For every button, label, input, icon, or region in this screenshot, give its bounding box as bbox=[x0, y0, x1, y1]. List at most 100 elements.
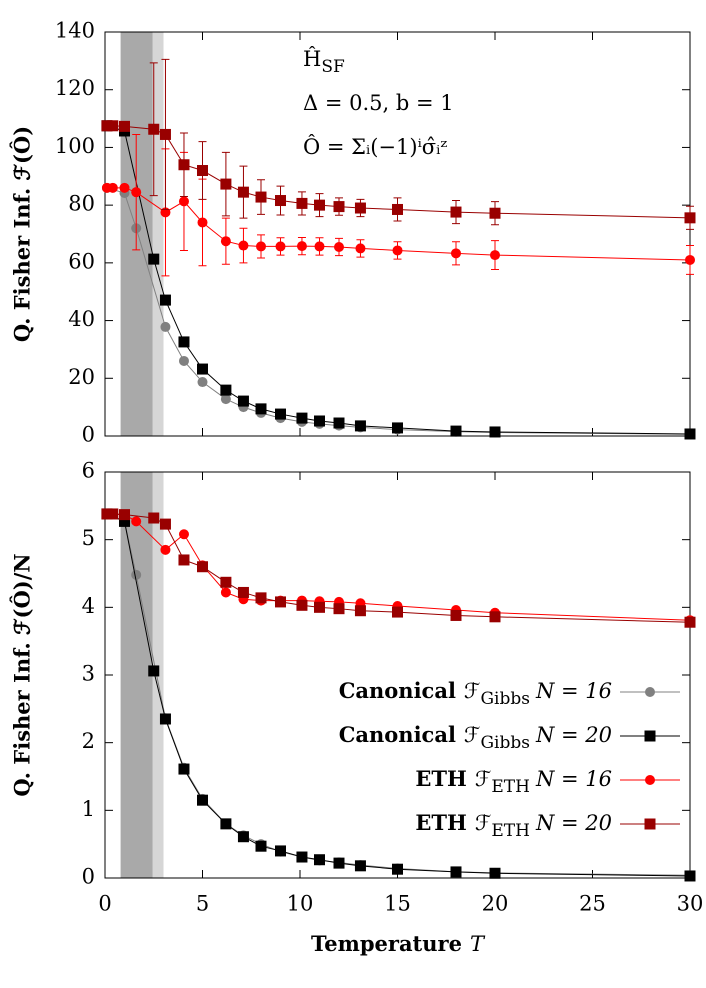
marker bbox=[314, 415, 325, 427]
marker bbox=[237, 586, 249, 598]
marker bbox=[685, 254, 695, 265]
series bbox=[101, 133, 695, 277]
marker bbox=[220, 178, 232, 190]
y-tick-label: 3 bbox=[82, 662, 95, 686]
marker bbox=[450, 609, 462, 621]
marker bbox=[314, 241, 325, 252]
marker bbox=[314, 601, 325, 613]
marker bbox=[489, 426, 501, 438]
y-tick-label: 140 bbox=[55, 19, 95, 43]
marker bbox=[101, 120, 113, 132]
marker bbox=[101, 508, 113, 520]
y-tick-label: 0 bbox=[82, 865, 95, 889]
annotation-text: Δ = 0.5, b = 1 bbox=[303, 91, 454, 115]
marker bbox=[197, 217, 208, 228]
y-tick-label: 120 bbox=[55, 76, 95, 100]
marker bbox=[314, 199, 325, 211]
legend-estimator: ℱ bbox=[475, 767, 492, 791]
legend-estimator: ℱ bbox=[464, 723, 481, 747]
y-tick-label: 0 bbox=[82, 423, 95, 447]
marker bbox=[275, 241, 286, 252]
annotation: Δ = 0.5, b = 1 bbox=[303, 91, 454, 115]
legend-estimator-sub: ETH bbox=[491, 821, 530, 841]
legend-name: Canonical bbox=[339, 722, 456, 747]
marker bbox=[160, 544, 171, 555]
legend-name: Canonical bbox=[339, 678, 456, 703]
marker bbox=[220, 384, 232, 396]
series-line bbox=[106, 125, 691, 435]
marker bbox=[197, 165, 208, 177]
marker bbox=[296, 599, 308, 611]
series-line bbox=[106, 513, 691, 877]
marker bbox=[119, 182, 130, 193]
marker bbox=[392, 606, 403, 618]
marker bbox=[220, 236, 231, 247]
y-tick-label: 20 bbox=[68, 365, 95, 389]
marker bbox=[296, 851, 308, 863]
marker bbox=[197, 377, 208, 388]
marker bbox=[220, 576, 232, 588]
y-tick-label: 1 bbox=[82, 797, 95, 821]
marker bbox=[178, 763, 190, 775]
y-tick-label: 40 bbox=[68, 307, 95, 331]
y-tick-label: 60 bbox=[68, 249, 95, 273]
marker bbox=[354, 860, 366, 872]
marker bbox=[220, 394, 231, 405]
marker bbox=[333, 201, 345, 213]
legend-estimator: ℱ bbox=[464, 679, 481, 703]
legend-marker bbox=[645, 687, 655, 697]
marker bbox=[255, 403, 267, 415]
series-line bbox=[106, 513, 691, 876]
series bbox=[101, 58, 696, 230]
legend-marker bbox=[644, 818, 656, 830]
marker bbox=[159, 294, 171, 306]
legend-label: Canonical ℱGibbs N = 16 bbox=[339, 678, 612, 709]
x-tick-label: 30 bbox=[677, 892, 704, 916]
marker bbox=[178, 355, 189, 366]
marker bbox=[275, 408, 286, 420]
x-tick-label: 5 bbox=[196, 892, 209, 916]
marker bbox=[684, 616, 696, 628]
marker bbox=[392, 422, 403, 434]
marker bbox=[178, 196, 189, 207]
marker bbox=[119, 509, 130, 521]
marker bbox=[107, 182, 118, 193]
y-tick-label: 6 bbox=[82, 459, 95, 483]
marker bbox=[296, 412, 308, 424]
series bbox=[101, 120, 696, 440]
marker bbox=[333, 417, 345, 429]
marker bbox=[160, 321, 171, 332]
marker bbox=[333, 857, 345, 869]
marker bbox=[451, 248, 461, 259]
marker bbox=[159, 128, 171, 140]
marker bbox=[220, 587, 231, 598]
marker bbox=[275, 596, 286, 608]
marker bbox=[684, 212, 696, 224]
legend-label: ETH ℱETH N = 16 bbox=[415, 766, 612, 797]
y-tick-label: 5 bbox=[82, 526, 95, 550]
legend-size: N = 16 bbox=[535, 679, 612, 703]
marker bbox=[255, 191, 267, 203]
annotation-text: Ô = Σᵢ(−1)ⁱσ̂ᵢᶻ bbox=[303, 134, 447, 159]
marker bbox=[275, 845, 286, 857]
marker bbox=[314, 854, 325, 866]
marker bbox=[334, 241, 344, 252]
marker bbox=[392, 203, 403, 215]
marker bbox=[490, 250, 500, 261]
legend-size: N = 20 bbox=[535, 723, 612, 747]
y-axis-label: Q. Fisher Inf. ℱ(Ô) bbox=[10, 126, 35, 342]
legend-size: N = 20 bbox=[535, 811, 612, 835]
x-tick-label: 25 bbox=[579, 892, 606, 916]
marker bbox=[119, 120, 130, 132]
legend-label: ETH ℱETH N = 20 bbox=[415, 810, 612, 841]
marker bbox=[237, 395, 249, 407]
marker bbox=[178, 336, 190, 348]
x-tick-label: 0 bbox=[98, 892, 111, 916]
marker bbox=[296, 241, 307, 252]
legend-estimator-sub: Gibbs bbox=[480, 733, 530, 753]
x-axis-label-text: Temperature bbox=[311, 931, 462, 956]
legend-label: Canonical ℱGibbs N = 20 bbox=[339, 722, 612, 753]
legend-size: N = 16 bbox=[535, 767, 612, 791]
marker bbox=[159, 518, 171, 530]
marker bbox=[489, 611, 501, 623]
